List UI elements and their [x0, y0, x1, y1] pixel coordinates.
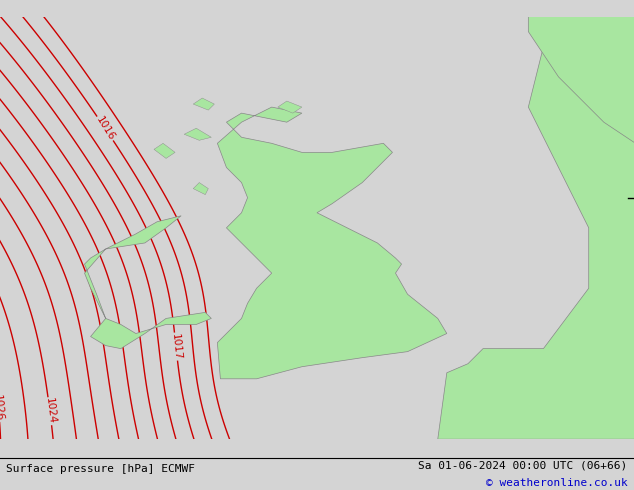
Polygon shape — [278, 101, 302, 113]
Text: 1016: 1016 — [94, 115, 117, 142]
Polygon shape — [217, 107, 447, 379]
Polygon shape — [184, 128, 211, 140]
Text: Sa 01-06-2024 00:00 UTC (06+66): Sa 01-06-2024 00:00 UTC (06+66) — [418, 460, 628, 470]
Text: Surface pressure [hPa] ECMWF: Surface pressure [hPa] ECMWF — [6, 465, 195, 474]
Polygon shape — [193, 183, 209, 195]
Polygon shape — [193, 98, 214, 110]
Polygon shape — [154, 143, 175, 158]
Polygon shape — [84, 216, 211, 348]
Polygon shape — [437, 0, 634, 439]
Text: 1017: 1017 — [170, 333, 182, 360]
Polygon shape — [528, 0, 634, 152]
Text: © weatheronline.co.uk: © weatheronline.co.uk — [486, 478, 628, 488]
Text: 1024: 1024 — [43, 397, 56, 425]
Text: 1026: 1026 — [0, 394, 4, 421]
